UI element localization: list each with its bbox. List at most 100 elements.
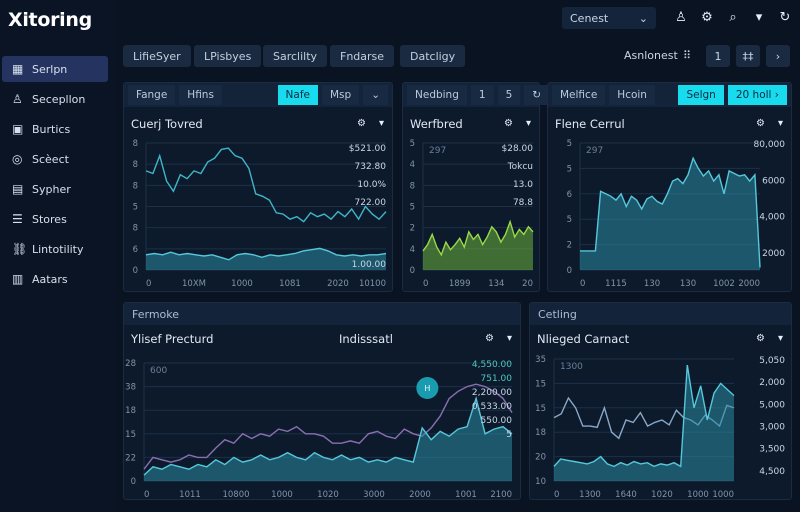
tab-1[interactable]: LifieSyer	[123, 45, 191, 67]
user-icon[interactable]: ♙	[675, 10, 687, 25]
sidebar-item-3[interactable]: ▣ Burtics	[2, 116, 108, 142]
panel-active-button[interactable]: Selgn	[678, 85, 724, 105]
panel-tool-button[interactable]: Melfice	[552, 85, 606, 105]
sidebar-item-1[interactable]: ▦ Serlpn	[2, 56, 108, 82]
app-logo: Xitoring	[8, 9, 92, 31]
caret-down-icon[interactable]: ▾	[755, 10, 763, 25]
x-tick-label: 2000	[738, 279, 760, 289]
panel-active-button[interactable]: 20 holl ›	[727, 85, 787, 105]
panel-tool-button[interactable]: Hcoin	[609, 85, 655, 105]
y-tick-label: 8	[133, 224, 138, 234]
caret-down-icon[interactable]: ▾	[378, 118, 384, 129]
highlight-marker	[416, 377, 439, 399]
y-tick-label: 4	[410, 245, 415, 255]
panel-tool-button[interactable]: ↻	[524, 85, 550, 105]
grid-icon: ▥	[12, 272, 24, 286]
toolbar-button-1[interactable]: 1	[706, 45, 730, 67]
y-tick-label: 5	[410, 139, 415, 149]
chart: 28 38 18 15 22 00 1011 10800 1000 1020 3000 2000 100…	[125, 359, 513, 500]
grid-icon[interactable]: ⠿	[683, 49, 692, 62]
x-tick-label: 1115	[605, 279, 627, 289]
tab-5[interactable]: Datcligy	[400, 45, 466, 67]
panel-tool-button[interactable]: Fange	[128, 85, 176, 105]
value-label: 5	[506, 430, 512, 440]
panel-active-button[interactable]: Nafe	[277, 85, 318, 105]
panel-header: Cetling	[530, 303, 791, 325]
value-label: 5,000	[759, 400, 785, 410]
series-area-1	[580, 158, 760, 270]
corner-label: 600	[150, 366, 167, 376]
settings-icon[interactable]: ⚙	[485, 333, 494, 344]
next-button[interactable]: ›	[766, 45, 790, 67]
x-tick-label: 1640	[615, 490, 637, 500]
y-tick-label: 15	[125, 430, 136, 440]
panel-title: Ylisef Precturd	[131, 332, 214, 346]
value-label: 0,533.00	[472, 402, 512, 412]
sidebar-item-label: Scèect	[32, 152, 69, 166]
sidebar-item-7[interactable]: ⛓ Lintotility	[2, 236, 108, 262]
caret-down-icon[interactable]: ▾	[777, 118, 783, 129]
panel-tool-button[interactable]: 1	[470, 85, 494, 105]
panel-extra-button[interactable]: ⌄	[363, 85, 388, 105]
settings-icon[interactable]: ⚙	[756, 118, 765, 129]
x-tick-label: 1081	[279, 279, 301, 289]
sidebar-item-8[interactable]: ▥ Aatars	[2, 266, 108, 292]
y-tick-label: 15	[535, 379, 546, 389]
series-line-1	[143, 383, 513, 470]
sidebar: Xitoring ▦ Serlpn ♙ Secepllon ▣ Burtics ◎ Scèec…	[0, 0, 115, 512]
settings-icon[interactable]: ⚙	[357, 118, 366, 129]
panel-extra-button[interactable]: Msp	[321, 85, 360, 105]
x-tick-label: 1000	[687, 490, 709, 500]
panel-toolbar: Fange Hfins Nafe Msp ⌄	[124, 83, 392, 107]
x-tick-label: 10XM	[182, 279, 206, 289]
panel-toolbar: Nedbing 1 5 ↻	[403, 83, 550, 107]
panel-tool-button[interactable]: Hfins	[179, 85, 222, 105]
y-tick-label: 35	[535, 355, 546, 365]
caret-down-icon[interactable]: ▾	[777, 333, 783, 344]
panel-tool-button[interactable]: Nedbing	[407, 85, 467, 105]
caret-down-icon[interactable]: ▾	[506, 333, 512, 344]
x-tick-label: 1020	[651, 490, 673, 500]
value-label: 5,050	[759, 356, 785, 366]
series-area-2	[554, 365, 734, 481]
settings-icon[interactable]: ⚙	[756, 333, 765, 344]
x-tick-label: 2100	[490, 490, 512, 500]
panel-toolbar: Melfice Hcoin Selgn 20 holl ›	[548, 83, 791, 107]
search-icon[interactable]: ⌕	[729, 10, 737, 25]
x-tick-label: 2000	[409, 490, 431, 500]
sidebar-item-label: Burtics	[32, 122, 71, 136]
sidebar-item-6[interactable]: ☰ Stores	[2, 206, 108, 232]
toolbar-button-2[interactable]: ‡‡	[736, 45, 760, 67]
y-tick-label: 5	[410, 203, 415, 213]
value-label: 1.00.00	[352, 260, 387, 270]
x-tick-label: 0	[423, 279, 428, 289]
panel-title: Cuerj Tovred	[131, 117, 203, 131]
corner-label: 297	[586, 146, 603, 156]
chart-panel-3: Melfice Hcoin Selgn 20 holl › Flene Cerrul ⚙ ▾…	[547, 82, 792, 292]
sidebar-item-5[interactable]: ▤ Sypher	[2, 176, 108, 202]
gear-icon[interactable]: ⚙	[701, 10, 713, 25]
x-tick-label: 1000	[231, 279, 253, 289]
settings-icon[interactable]: ⚙	[504, 118, 513, 129]
chart-panel-2: Nedbing 1 5 ↻ Werfbred ⚙ ▾ 5 4 8 5 2 4 0 0 1899 134 20 297…	[402, 82, 550, 292]
series-line-1	[580, 156, 761, 268]
caret-down-icon[interactable]: ▾	[525, 118, 531, 129]
workspace-select[interactable]: Cenest ⌄	[562, 7, 656, 29]
refresh-icon[interactable]: ↻	[779, 10, 791, 25]
y-tick-label: 8	[133, 160, 138, 170]
sidebar-item-label: Stores	[32, 212, 67, 226]
value-label: 4,550.00	[472, 360, 512, 370]
chevron-down-icon: ⌄	[638, 11, 648, 25]
chart: 5 4 8 5 2 4 00 1899 134 20 297 $28.00 Tokcu 13.0 78.8	[410, 139, 534, 289]
value-label: 732.80	[355, 162, 387, 172]
sidebar-item-2[interactable]: ♙ Secepllon	[2, 86, 108, 112]
series-line-2	[143, 395, 513, 476]
value-label: 722.00	[355, 198, 387, 208]
tab-3[interactable]: Sarclilty	[263, 45, 328, 67]
chart: 8 8 8 5 8 6 00 10XM 1000 1081 2020 10100 $521.00 732.…	[133, 139, 387, 289]
tab-2[interactable]: LPisbyes	[194, 45, 262, 67]
sidebar-item-4[interactable]: ◎ Scèect	[2, 146, 108, 172]
panel-header-label: Cetling	[538, 307, 577, 321]
tab-4[interactable]: Fndarse	[330, 45, 395, 67]
panel-tool-button[interactable]: 5	[497, 85, 521, 105]
